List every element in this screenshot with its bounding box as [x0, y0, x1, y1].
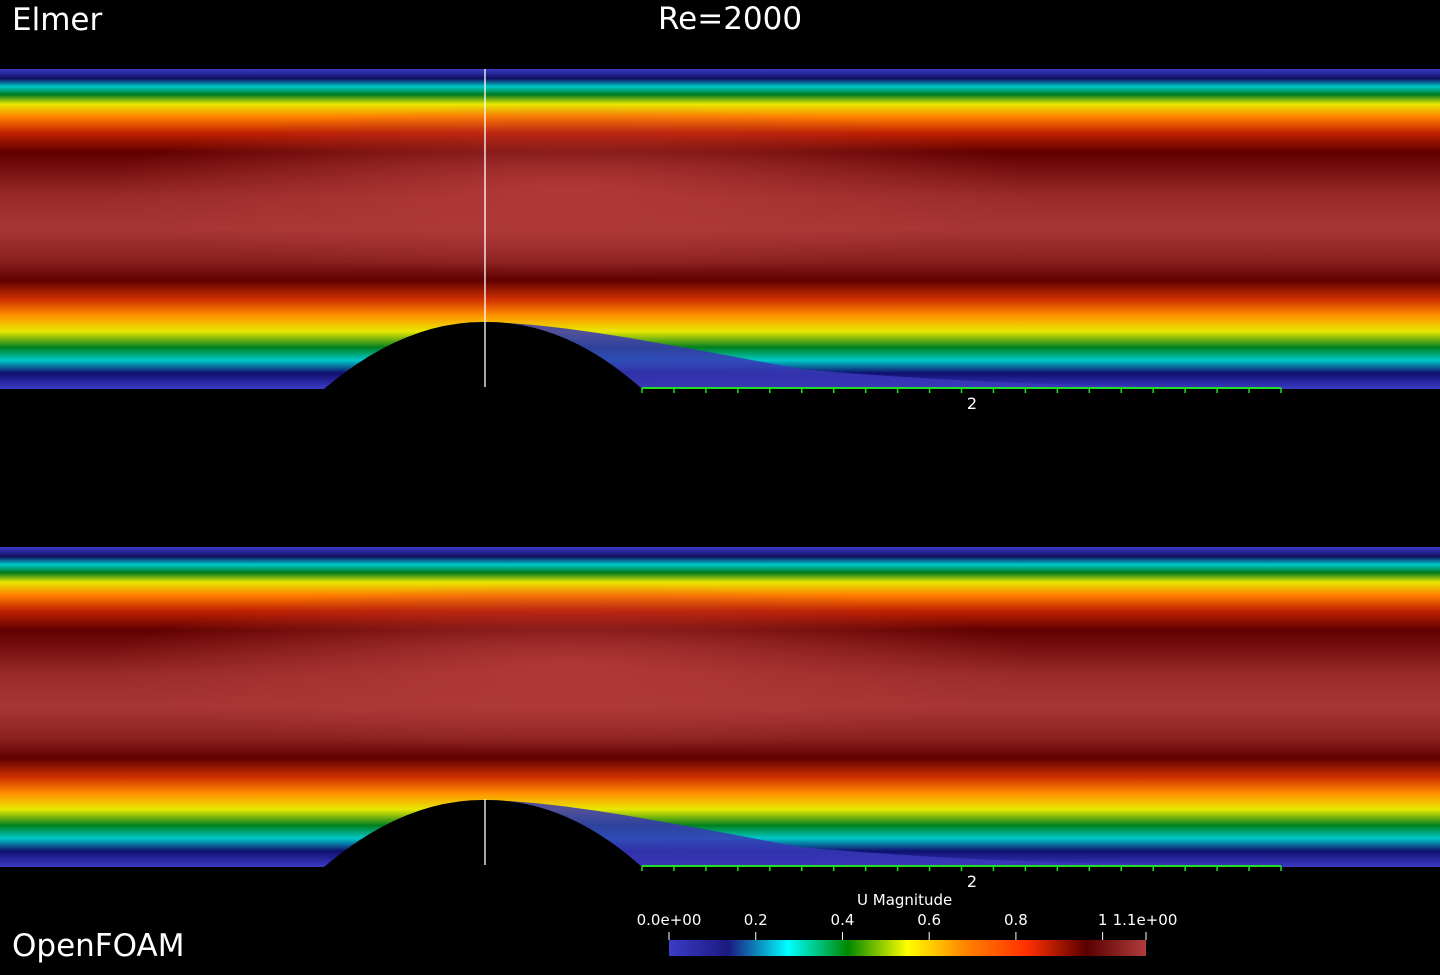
axis-label-top: 2: [966, 394, 978, 413]
reynolds-number-label: Re=2000: [658, 1, 803, 37]
flow-field-openfoam-svg: [0, 547, 1440, 867]
colorbar-tick-label: 0.4: [830, 911, 855, 929]
axis-label-bottom: 2: [966, 872, 978, 891]
colorbar-tick-label: 0.2: [743, 911, 768, 929]
flow-core-glow: [100, 104, 1140, 294]
wake-region: [485, 322, 1440, 389]
bump-obstacle: [324, 321, 642, 389]
colorbar-gradient: [669, 940, 1146, 956]
bump-obstacle: [324, 799, 642, 867]
colorbar-tick-label: 0.6: [917, 911, 942, 929]
colorbar: [668, 932, 1147, 956]
flow-core-glow: [100, 582, 1140, 772]
colorbar-tick-label: 1.1e+00: [1112, 911, 1178, 929]
flow-field-openfoam[interactable]: [0, 547, 1440, 867]
solver-label-elmer: Elmer: [12, 2, 103, 38]
colorbar-title: U Magnitude: [857, 891, 953, 909]
colorbar-tick-label: 1: [1097, 911, 1108, 929]
solver-label-openfoam: OpenFOAM: [12, 928, 185, 964]
flow-field-elmer-svg: [0, 69, 1440, 389]
colorbar-tick-label: 0.0e+00: [636, 911, 702, 929]
wake-region: [485, 800, 1440, 867]
flow-field-elmer[interactable]: [0, 69, 1440, 389]
colorbar-tick-label: 0.8: [1003, 911, 1028, 929]
